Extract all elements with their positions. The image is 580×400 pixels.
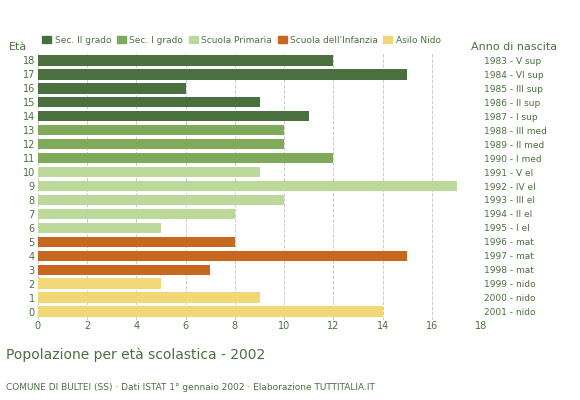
- Text: Popolazione per età scolastica - 2002: Popolazione per età scolastica - 2002: [6, 348, 265, 362]
- Text: COMUNE DI BULTEI (SS) · Dati ISTAT 1° gennaio 2002 · Elaborazione TUTTITALIA.IT: COMUNE DI BULTEI (SS) · Dati ISTAT 1° ge…: [6, 383, 375, 392]
- Bar: [38, 167, 259, 177]
- Bar: [38, 292, 259, 303]
- Legend: Sec. II grado, Sec. I grado, Scuola Primaria, Scuola dell'Infanzia, Asilo Nido: Sec. II grado, Sec. I grado, Scuola Prim…: [42, 36, 441, 45]
- Bar: [38, 181, 456, 191]
- Bar: [38, 278, 161, 289]
- Bar: [38, 209, 235, 219]
- Bar: [38, 223, 161, 233]
- Bar: [38, 306, 383, 317]
- Bar: [38, 236, 235, 247]
- Bar: [38, 111, 309, 122]
- Bar: [38, 153, 334, 163]
- Bar: [38, 55, 334, 66]
- Bar: [38, 97, 259, 108]
- Bar: [38, 83, 186, 94]
- Bar: [38, 250, 407, 261]
- Bar: [38, 139, 284, 149]
- Bar: [38, 69, 407, 80]
- Bar: [38, 125, 284, 136]
- Bar: [38, 264, 210, 275]
- Bar: [38, 195, 284, 205]
- Text: Età: Età: [9, 42, 27, 52]
- Text: Anno di nascita: Anno di nascita: [471, 42, 557, 52]
